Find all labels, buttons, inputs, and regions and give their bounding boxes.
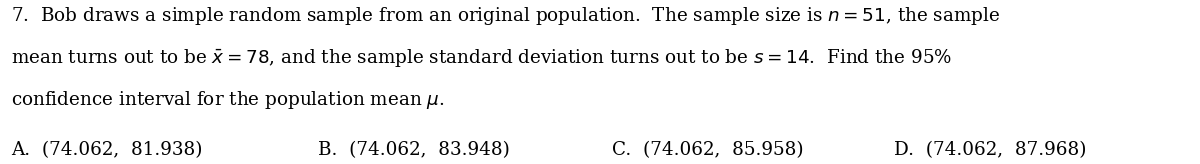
Text: confidence interval for the population mean $\mu$.: confidence interval for the population m… <box>11 89 444 111</box>
Text: A.  (74.062,  81.938): A. (74.062, 81.938) <box>11 141 203 159</box>
Text: mean turns out to be $\bar{x} = 78$, and the sample standard deviation turns out: mean turns out to be $\bar{x} = 78$, and… <box>11 47 952 69</box>
Text: 7.  Bob draws a simple random sample from an original population.  The sample si: 7. Bob draws a simple random sample from… <box>11 5 1000 27</box>
Text: D.  (74.062,  87.968): D. (74.062, 87.968) <box>894 141 1086 159</box>
Text: B.  (74.062,  83.948): B. (74.062, 83.948) <box>318 141 510 159</box>
Text: C.  (74.062,  85.958): C. (74.062, 85.958) <box>612 141 804 159</box>
